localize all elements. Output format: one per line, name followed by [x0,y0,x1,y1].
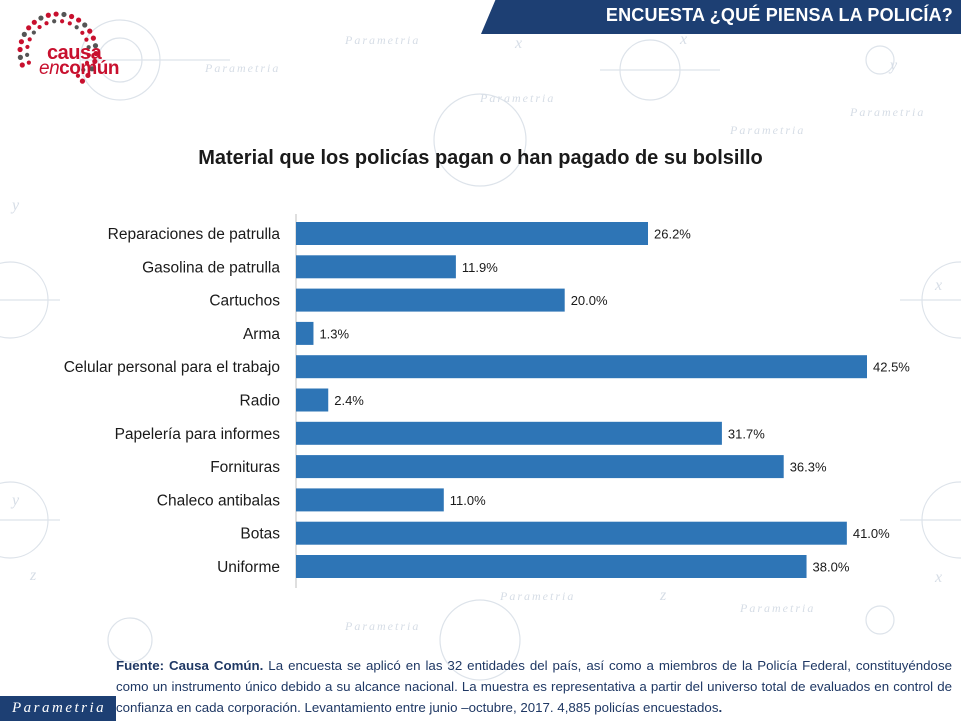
svg-text:x: x [514,35,522,52]
bar [296,222,649,245]
svg-text:z: z [659,587,667,604]
category-label: Gasolina de patrulla [142,259,280,276]
chart-title: Material que los policías pagan o han pa… [198,147,763,169]
category-label: Papelería para informes [115,426,281,443]
svg-text:Parametria: Parametria [849,105,925,119]
bar [296,321,314,345]
category-label: Reparaciones de patrulla [108,226,281,243]
source-label: Fuente: Causa Común. [116,658,264,673]
category-label: Cartuchos [209,293,280,310]
bar [296,388,329,412]
value-label: 1.3% [319,326,349,341]
value-label: 26.2% [654,227,691,242]
logo-dots-icon [17,11,99,84]
source-text: La encuesta se aplicó en las 32 entidade… [116,658,952,715]
value-label: 41.0% [853,526,890,541]
bar [296,488,444,512]
header-bar [481,0,961,34]
bar [296,521,847,545]
svg-text:y: y [888,57,898,74]
value-label: 20.0% [571,293,608,308]
category-label: Fornituras [210,459,280,476]
svg-text:y: y [10,492,20,509]
svg-text:Parametria: Parametria [479,91,555,105]
svg-text:z: z [29,567,37,584]
svg-text:x: x [934,569,942,586]
svg-text:Parametria: Parametria [739,601,815,615]
source-note: Fuente: Causa Común. La encuesta se apli… [116,658,952,715]
value-label: 11.0% [450,493,486,508]
category-label: Uniforme [217,559,280,576]
svg-text:Parametria: Parametria [204,61,280,75]
bar [296,355,867,379]
svg-text:Parametria: Parametria [499,589,575,603]
header-title: ENCUESTA ¿QUÉ PIENSA LA POLICÍA? [605,5,953,25]
category-label: Botas [240,526,280,543]
svg-text:Parametria: Parametria [344,619,420,633]
parametria-brand-tab: Parametria [0,696,116,721]
category-label: Arma [243,326,280,343]
bar [296,555,807,578]
svg-text:x: x [679,31,687,48]
logo-line2: encomún [39,58,119,79]
bar [296,455,784,479]
parametria-label: Parametria [12,700,107,716]
svg-text:Parametria: Parametria [344,33,420,47]
category-label: Radio [240,393,281,410]
bar [296,255,456,279]
value-label: 11.9% [462,260,498,275]
bar [296,421,722,445]
bar [296,288,565,312]
value-label: 2.4% [334,393,364,408]
svg-text:x: x [934,277,942,294]
value-label: 38.0% [813,560,850,575]
category-label: Celular personal para el trabajo [64,359,280,376]
causa-en-comun-logo: causa encomún [14,8,134,94]
svg-text:Parametria: Parametria [729,123,805,137]
logo-line1: causa [47,42,102,64]
value-label: 36.3% [790,460,827,475]
value-label: 42.5% [873,360,910,375]
svg-text:y: y [10,197,20,214]
value-label: 31.7% [728,426,765,441]
category-label: Chaleco antibalas [157,492,280,509]
